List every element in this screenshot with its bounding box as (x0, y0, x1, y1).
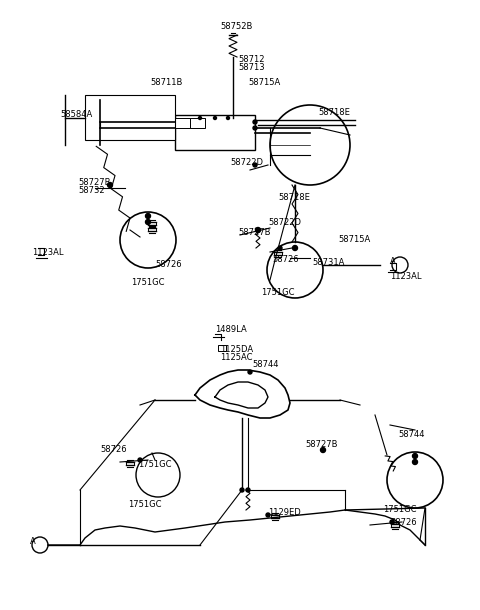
Circle shape (253, 126, 257, 130)
Circle shape (248, 370, 252, 374)
Text: 1751GC: 1751GC (128, 500, 162, 509)
Bar (175, 118, 190, 128)
Text: 58726: 58726 (155, 260, 181, 269)
Circle shape (321, 448, 325, 453)
Bar (218, 345, 226, 351)
Text: 58715A: 58715A (248, 78, 280, 87)
Text: 58718E: 58718E (318, 108, 350, 117)
Circle shape (145, 220, 151, 224)
Text: 1489LA: 1489LA (215, 325, 247, 334)
Circle shape (270, 105, 350, 185)
Text: 58727B: 58727B (305, 440, 337, 449)
Text: 1751GC: 1751GC (131, 278, 165, 287)
Circle shape (412, 459, 418, 464)
Text: 58744: 58744 (398, 430, 424, 439)
Circle shape (246, 488, 250, 492)
Circle shape (136, 453, 180, 497)
Circle shape (120, 212, 176, 268)
Circle shape (387, 452, 443, 508)
Text: 1125DA: 1125DA (220, 345, 253, 354)
Text: A: A (30, 537, 36, 547)
Circle shape (240, 488, 244, 492)
Circle shape (227, 117, 229, 120)
Text: 58584A: 58584A (60, 110, 92, 119)
Text: 1751GC: 1751GC (138, 460, 171, 469)
Circle shape (390, 520, 394, 524)
Text: 1751GC: 1751GC (383, 505, 417, 514)
Circle shape (292, 245, 298, 251)
Circle shape (199, 117, 202, 120)
Text: 1125AC: 1125AC (220, 353, 252, 362)
Circle shape (267, 242, 323, 298)
Text: A: A (390, 257, 396, 267)
Circle shape (138, 458, 142, 462)
Text: 1123AL: 1123AL (390, 272, 421, 281)
Circle shape (255, 228, 261, 232)
Circle shape (108, 182, 112, 187)
Circle shape (214, 117, 216, 120)
Text: 58722D: 58722D (268, 218, 301, 227)
Text: 58718E: 58718E (278, 193, 310, 202)
Bar (190, 118, 205, 128)
Text: 58712: 58712 (238, 55, 264, 64)
Text: 58752B: 58752B (220, 22, 252, 31)
Text: 58744: 58744 (252, 360, 278, 369)
Circle shape (253, 163, 257, 167)
Text: 58722D: 58722D (230, 158, 263, 167)
Circle shape (32, 537, 48, 553)
Text: 58727B: 58727B (78, 178, 110, 187)
Circle shape (145, 214, 151, 218)
Text: 58715A: 58715A (338, 235, 370, 244)
Text: 58726: 58726 (100, 445, 127, 454)
Text: 58731A: 58731A (312, 258, 344, 267)
Circle shape (278, 246, 282, 250)
Circle shape (266, 513, 270, 517)
Circle shape (392, 257, 408, 273)
Text: 58732: 58732 (78, 186, 105, 195)
Text: 1129ED: 1129ED (268, 508, 301, 517)
Text: 58711B: 58711B (150, 78, 182, 87)
Text: 1123AL: 1123AL (32, 248, 63, 257)
Bar (175, 115, 255, 150)
Text: 58726: 58726 (390, 518, 417, 527)
Text: 58713: 58713 (238, 63, 264, 72)
Text: 58727B: 58727B (238, 228, 271, 237)
Bar (85, 95, 175, 140)
Circle shape (253, 120, 257, 124)
Text: 58726: 58726 (272, 255, 299, 264)
Circle shape (412, 453, 418, 459)
Text: 1751GC: 1751GC (261, 288, 295, 297)
